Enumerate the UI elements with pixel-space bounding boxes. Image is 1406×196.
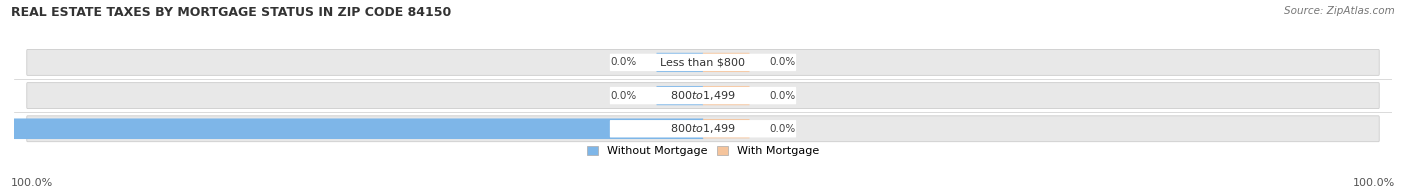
Text: 0.0%: 0.0% bbox=[610, 91, 637, 101]
FancyBboxPatch shape bbox=[657, 119, 703, 138]
FancyBboxPatch shape bbox=[657, 86, 703, 105]
FancyBboxPatch shape bbox=[27, 49, 1379, 75]
FancyBboxPatch shape bbox=[27, 116, 1379, 142]
FancyBboxPatch shape bbox=[0, 118, 703, 139]
Text: 100.0%: 100.0% bbox=[11, 178, 53, 188]
Text: Source: ZipAtlas.com: Source: ZipAtlas.com bbox=[1284, 6, 1395, 16]
Text: 0.0%: 0.0% bbox=[769, 124, 796, 134]
Text: 0.0%: 0.0% bbox=[769, 91, 796, 101]
FancyBboxPatch shape bbox=[610, 120, 796, 137]
FancyBboxPatch shape bbox=[610, 87, 796, 104]
Text: 0.0%: 0.0% bbox=[769, 57, 796, 67]
Text: REAL ESTATE TAXES BY MORTGAGE STATUS IN ZIP CODE 84150: REAL ESTATE TAXES BY MORTGAGE STATUS IN … bbox=[11, 6, 451, 19]
FancyBboxPatch shape bbox=[27, 83, 1379, 109]
Text: 0.0%: 0.0% bbox=[610, 57, 637, 67]
FancyBboxPatch shape bbox=[610, 54, 796, 71]
FancyBboxPatch shape bbox=[703, 119, 749, 138]
Legend: Without Mortgage, With Mortgage: Without Mortgage, With Mortgage bbox=[582, 142, 824, 161]
Text: $800 to $1,499: $800 to $1,499 bbox=[671, 89, 735, 102]
Text: Less than $800: Less than $800 bbox=[661, 57, 745, 67]
FancyBboxPatch shape bbox=[657, 53, 703, 72]
Text: $800 to $1,499: $800 to $1,499 bbox=[671, 122, 735, 135]
FancyBboxPatch shape bbox=[703, 86, 749, 105]
Text: 100.0%: 100.0% bbox=[1353, 178, 1395, 188]
FancyBboxPatch shape bbox=[703, 53, 749, 72]
